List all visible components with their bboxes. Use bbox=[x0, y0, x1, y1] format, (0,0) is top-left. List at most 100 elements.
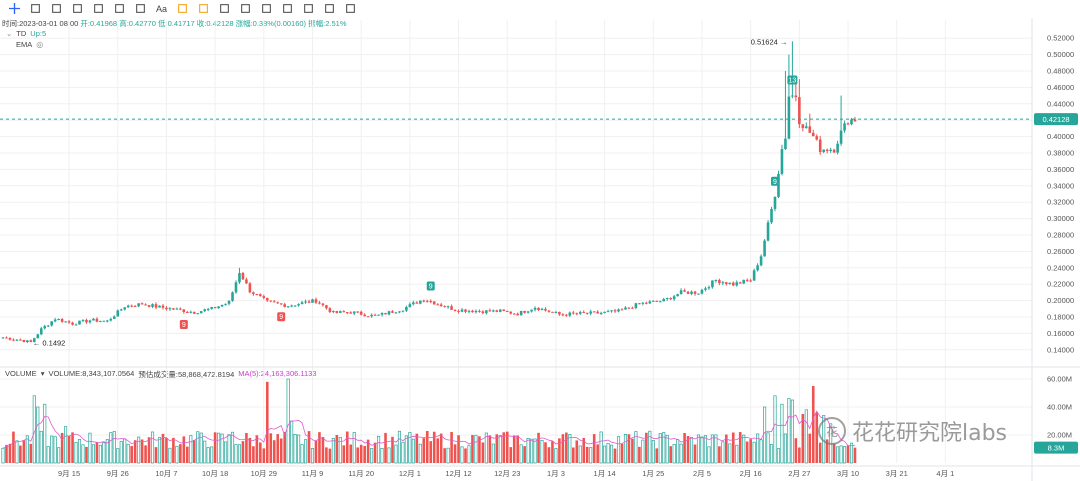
volume-bar bbox=[283, 432, 286, 463]
rectangle-icon[interactable] bbox=[67, 1, 88, 16]
volume-bar bbox=[373, 442, 377, 463]
volume-bar bbox=[766, 432, 770, 464]
candle-body bbox=[22, 339, 26, 343]
candle-body bbox=[481, 311, 485, 314]
volume-bar bbox=[836, 446, 840, 464]
volume-bar bbox=[613, 448, 617, 463]
td-marker bbox=[771, 176, 780, 186]
volume-bar bbox=[255, 435, 259, 463]
pencil-icon[interactable] bbox=[214, 1, 235, 16]
candle-body bbox=[175, 308, 179, 310]
crosshair-icon[interactable] bbox=[4, 1, 25, 16]
candle-body bbox=[95, 318, 99, 322]
volume-bar bbox=[453, 444, 457, 463]
ruler-icon[interactable] bbox=[130, 1, 151, 16]
candle-body bbox=[492, 310, 495, 312]
candle-body bbox=[245, 279, 248, 284]
volume-bar bbox=[565, 432, 568, 463]
candle-body bbox=[572, 312, 575, 314]
candle-body bbox=[304, 301, 307, 303]
volume-bar bbox=[349, 444, 353, 463]
eye-hidden-icon[interactable]: ◎ bbox=[36, 40, 44, 49]
candle-body bbox=[794, 95, 798, 98]
volume-bar bbox=[794, 438, 798, 463]
ema-indicator-legend[interactable]: EMA ◎ bbox=[16, 40, 43, 49]
td-indicator-legend[interactable]: ⌄ TD Up:5 bbox=[6, 29, 46, 38]
volume-label: VOLUME bbox=[5, 369, 37, 378]
volume-bar bbox=[401, 441, 405, 464]
x-tick-label: 1月 25 bbox=[642, 469, 664, 478]
volume-bar bbox=[460, 446, 464, 464]
candle-body bbox=[561, 314, 565, 316]
magnet-icon[interactable] bbox=[235, 1, 256, 16]
candle-body bbox=[332, 311, 335, 313]
candle-body bbox=[728, 282, 732, 284]
candle-body bbox=[290, 305, 293, 307]
fib-lines-icon[interactable] bbox=[88, 1, 109, 16]
candle-body bbox=[126, 305, 130, 308]
candle-body bbox=[641, 302, 645, 304]
candle-body bbox=[71, 322, 74, 325]
x-tick-label: 3月 10 bbox=[837, 469, 859, 478]
brush2-icon[interactable] bbox=[193, 1, 214, 16]
copy-icon[interactable] bbox=[298, 1, 319, 16]
candle-body bbox=[168, 308, 172, 310]
change-value: 涨幅:0.38%(0.00160) bbox=[235, 19, 307, 28]
volume-bar bbox=[19, 445, 22, 463]
td-marker-label: 9 bbox=[279, 314, 283, 321]
candle-body bbox=[815, 136, 819, 140]
trendline-icon[interactable] bbox=[25, 1, 46, 16]
candle-body bbox=[836, 143, 839, 153]
volume-bar bbox=[157, 437, 162, 464]
candle-body bbox=[314, 299, 318, 303]
candle-body bbox=[133, 306, 137, 308]
candle-body bbox=[683, 290, 686, 292]
candle-body bbox=[339, 311, 342, 313]
brush-icon[interactable] bbox=[172, 1, 193, 16]
volume-bar bbox=[77, 439, 82, 464]
candle-body bbox=[19, 339, 22, 341]
volume-bar bbox=[22, 440, 26, 463]
watermark-text: 花花研究院labs bbox=[852, 421, 1008, 446]
candle-body bbox=[391, 311, 394, 313]
candle-body bbox=[380, 312, 384, 315]
stats-icon[interactable] bbox=[256, 1, 277, 16]
volume-bar bbox=[745, 441, 749, 463]
low-annotation: ← 0.1492 bbox=[33, 338, 66, 347]
text-icon[interactable]: Aa bbox=[155, 3, 167, 14]
y-tick-label: 0.20000 bbox=[1047, 296, 1074, 305]
volume-chevron-icon[interactable]: ▾ bbox=[40, 369, 45, 378]
candle-body bbox=[554, 311, 558, 313]
volume-bar bbox=[248, 437, 252, 463]
candle-body bbox=[217, 306, 220, 309]
candle-body bbox=[565, 314, 568, 316]
parallel-channel-icon[interactable] bbox=[46, 1, 67, 16]
pattern-icon[interactable] bbox=[109, 1, 130, 16]
volume-bar bbox=[801, 414, 805, 463]
candle-body bbox=[370, 314, 373, 317]
candle-body bbox=[398, 311, 401, 313]
volume-bar bbox=[408, 432, 412, 464]
volume-bar bbox=[370, 448, 374, 464]
trash-icon[interactable] bbox=[340, 1, 361, 16]
volume-bar bbox=[572, 447, 575, 463]
candle-body bbox=[839, 130, 843, 144]
candle-body bbox=[60, 319, 64, 322]
volume-bar bbox=[123, 438, 127, 464]
volume-bar bbox=[446, 447, 450, 464]
candle-body bbox=[526, 311, 530, 313]
y-tick-label: 40.00M bbox=[1047, 403, 1072, 412]
collapse-chevron-icon[interactable]: ⌄ bbox=[6, 29, 13, 38]
watermark: 花 花花研究院labs bbox=[818, 415, 1007, 447]
volume-bar bbox=[651, 440, 655, 464]
volume-bar bbox=[679, 443, 683, 464]
candle-body bbox=[676, 294, 679, 297]
lock-icon[interactable] bbox=[277, 1, 298, 16]
td-marker bbox=[277, 312, 286, 322]
candle-body bbox=[512, 313, 516, 315]
x-tick-label: 9月 15 bbox=[58, 469, 80, 478]
clear-icon[interactable] bbox=[319, 1, 340, 16]
candle-body bbox=[672, 296, 676, 300]
x-tick-label: 9月 26 bbox=[107, 469, 129, 478]
